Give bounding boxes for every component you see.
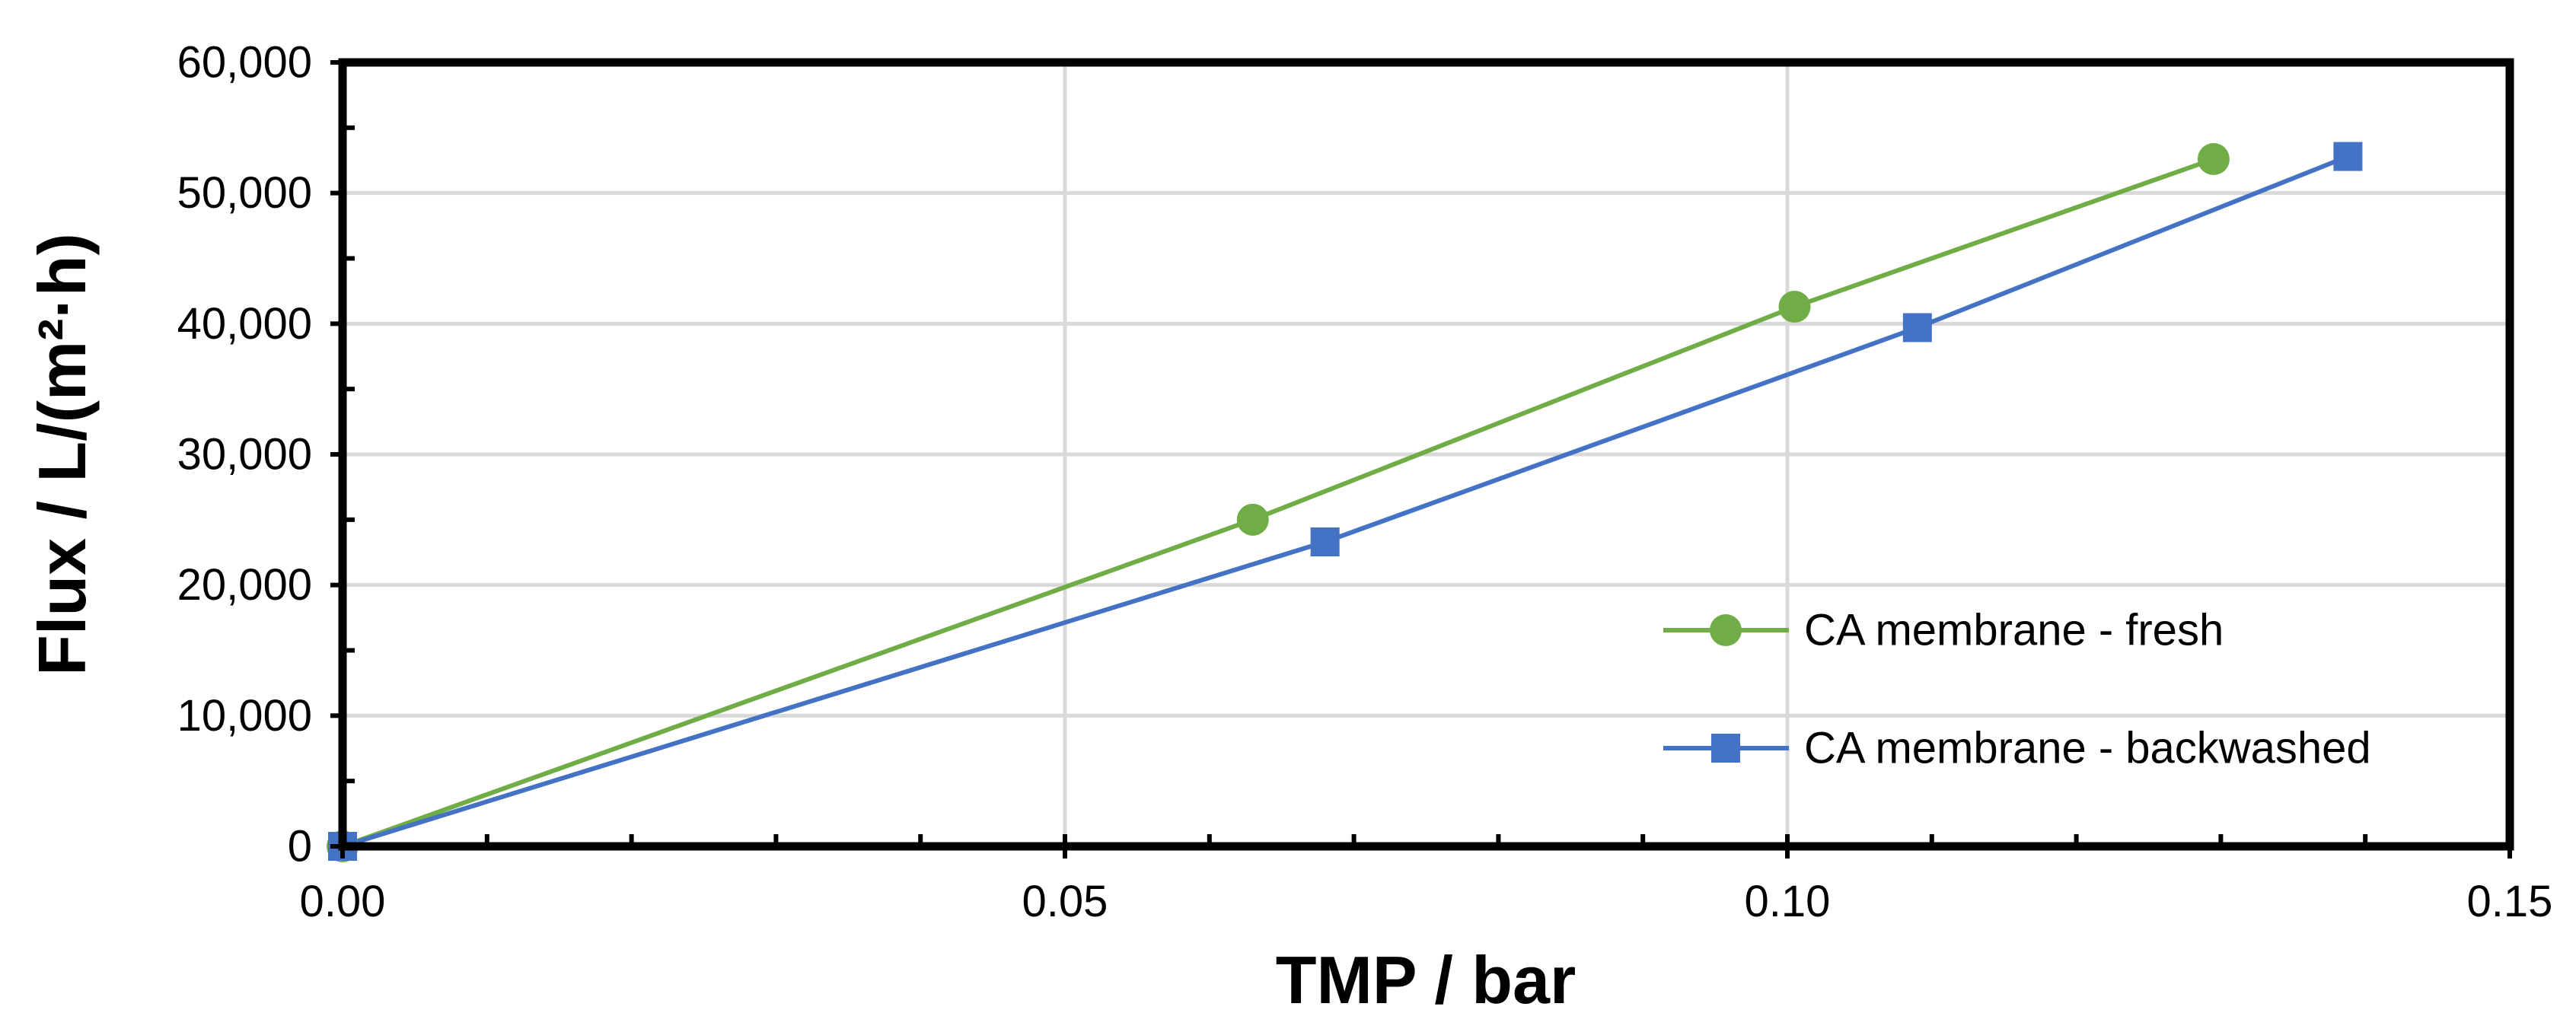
series-0: [341, 157, 2214, 849]
data-point-0-2: [1778, 291, 1811, 323]
legend-label-0: CA membrane - fresh: [1804, 606, 2224, 655]
data-point-0-1: [1236, 503, 1269, 536]
x-tick-label-3: 0.15: [2467, 877, 2553, 926]
x-tick-label-0: 0.00: [300, 877, 386, 926]
series-line-1: [342, 154, 2349, 849]
grid-layer: [343, 62, 2510, 846]
legend: CA membrane - fresh CA membrane - backwas…: [1663, 606, 2371, 773]
series-line-0: [341, 157, 2214, 849]
y-tick-label-5: 50,000: [177, 168, 312, 218]
legend-marker-1: [1711, 734, 1740, 763]
y-tick-label-6: 60,000: [177, 38, 312, 88]
y-tick-label-3: 30,000: [177, 430, 312, 479]
data-point-0-3: [2197, 143, 2230, 176]
legend-label-1: CA membrane - backwashed: [1804, 724, 2371, 773]
y-tick-label-2: 20,000: [177, 560, 312, 610]
y-tick-label-0: 0: [288, 822, 312, 871]
x-tick-label-1: 0.05: [1022, 877, 1108, 926]
series-layer: [327, 142, 2363, 862]
x-tick-label-2: 0.10: [1745, 877, 1831, 926]
x-axis-title: TMP / bar: [1276, 942, 1576, 1018]
y-axis-title: Flux / L/(m²·h): [24, 233, 100, 676]
axis-layer: 0 10,000 20,000 30,000 40,000 50,000 60,000 0.0…: [177, 38, 2553, 927]
data-point-1-3: [2333, 142, 2363, 171]
y-tick-label-1: 10,000: [177, 691, 312, 741]
y-tick-label-4: 40,000: [177, 299, 312, 349]
series-1: [342, 154, 2349, 849]
legend-marker-0: [1710, 614, 1742, 646]
data-point-1-2: [1902, 313, 1932, 342]
data-point-1-1: [1310, 527, 1340, 557]
